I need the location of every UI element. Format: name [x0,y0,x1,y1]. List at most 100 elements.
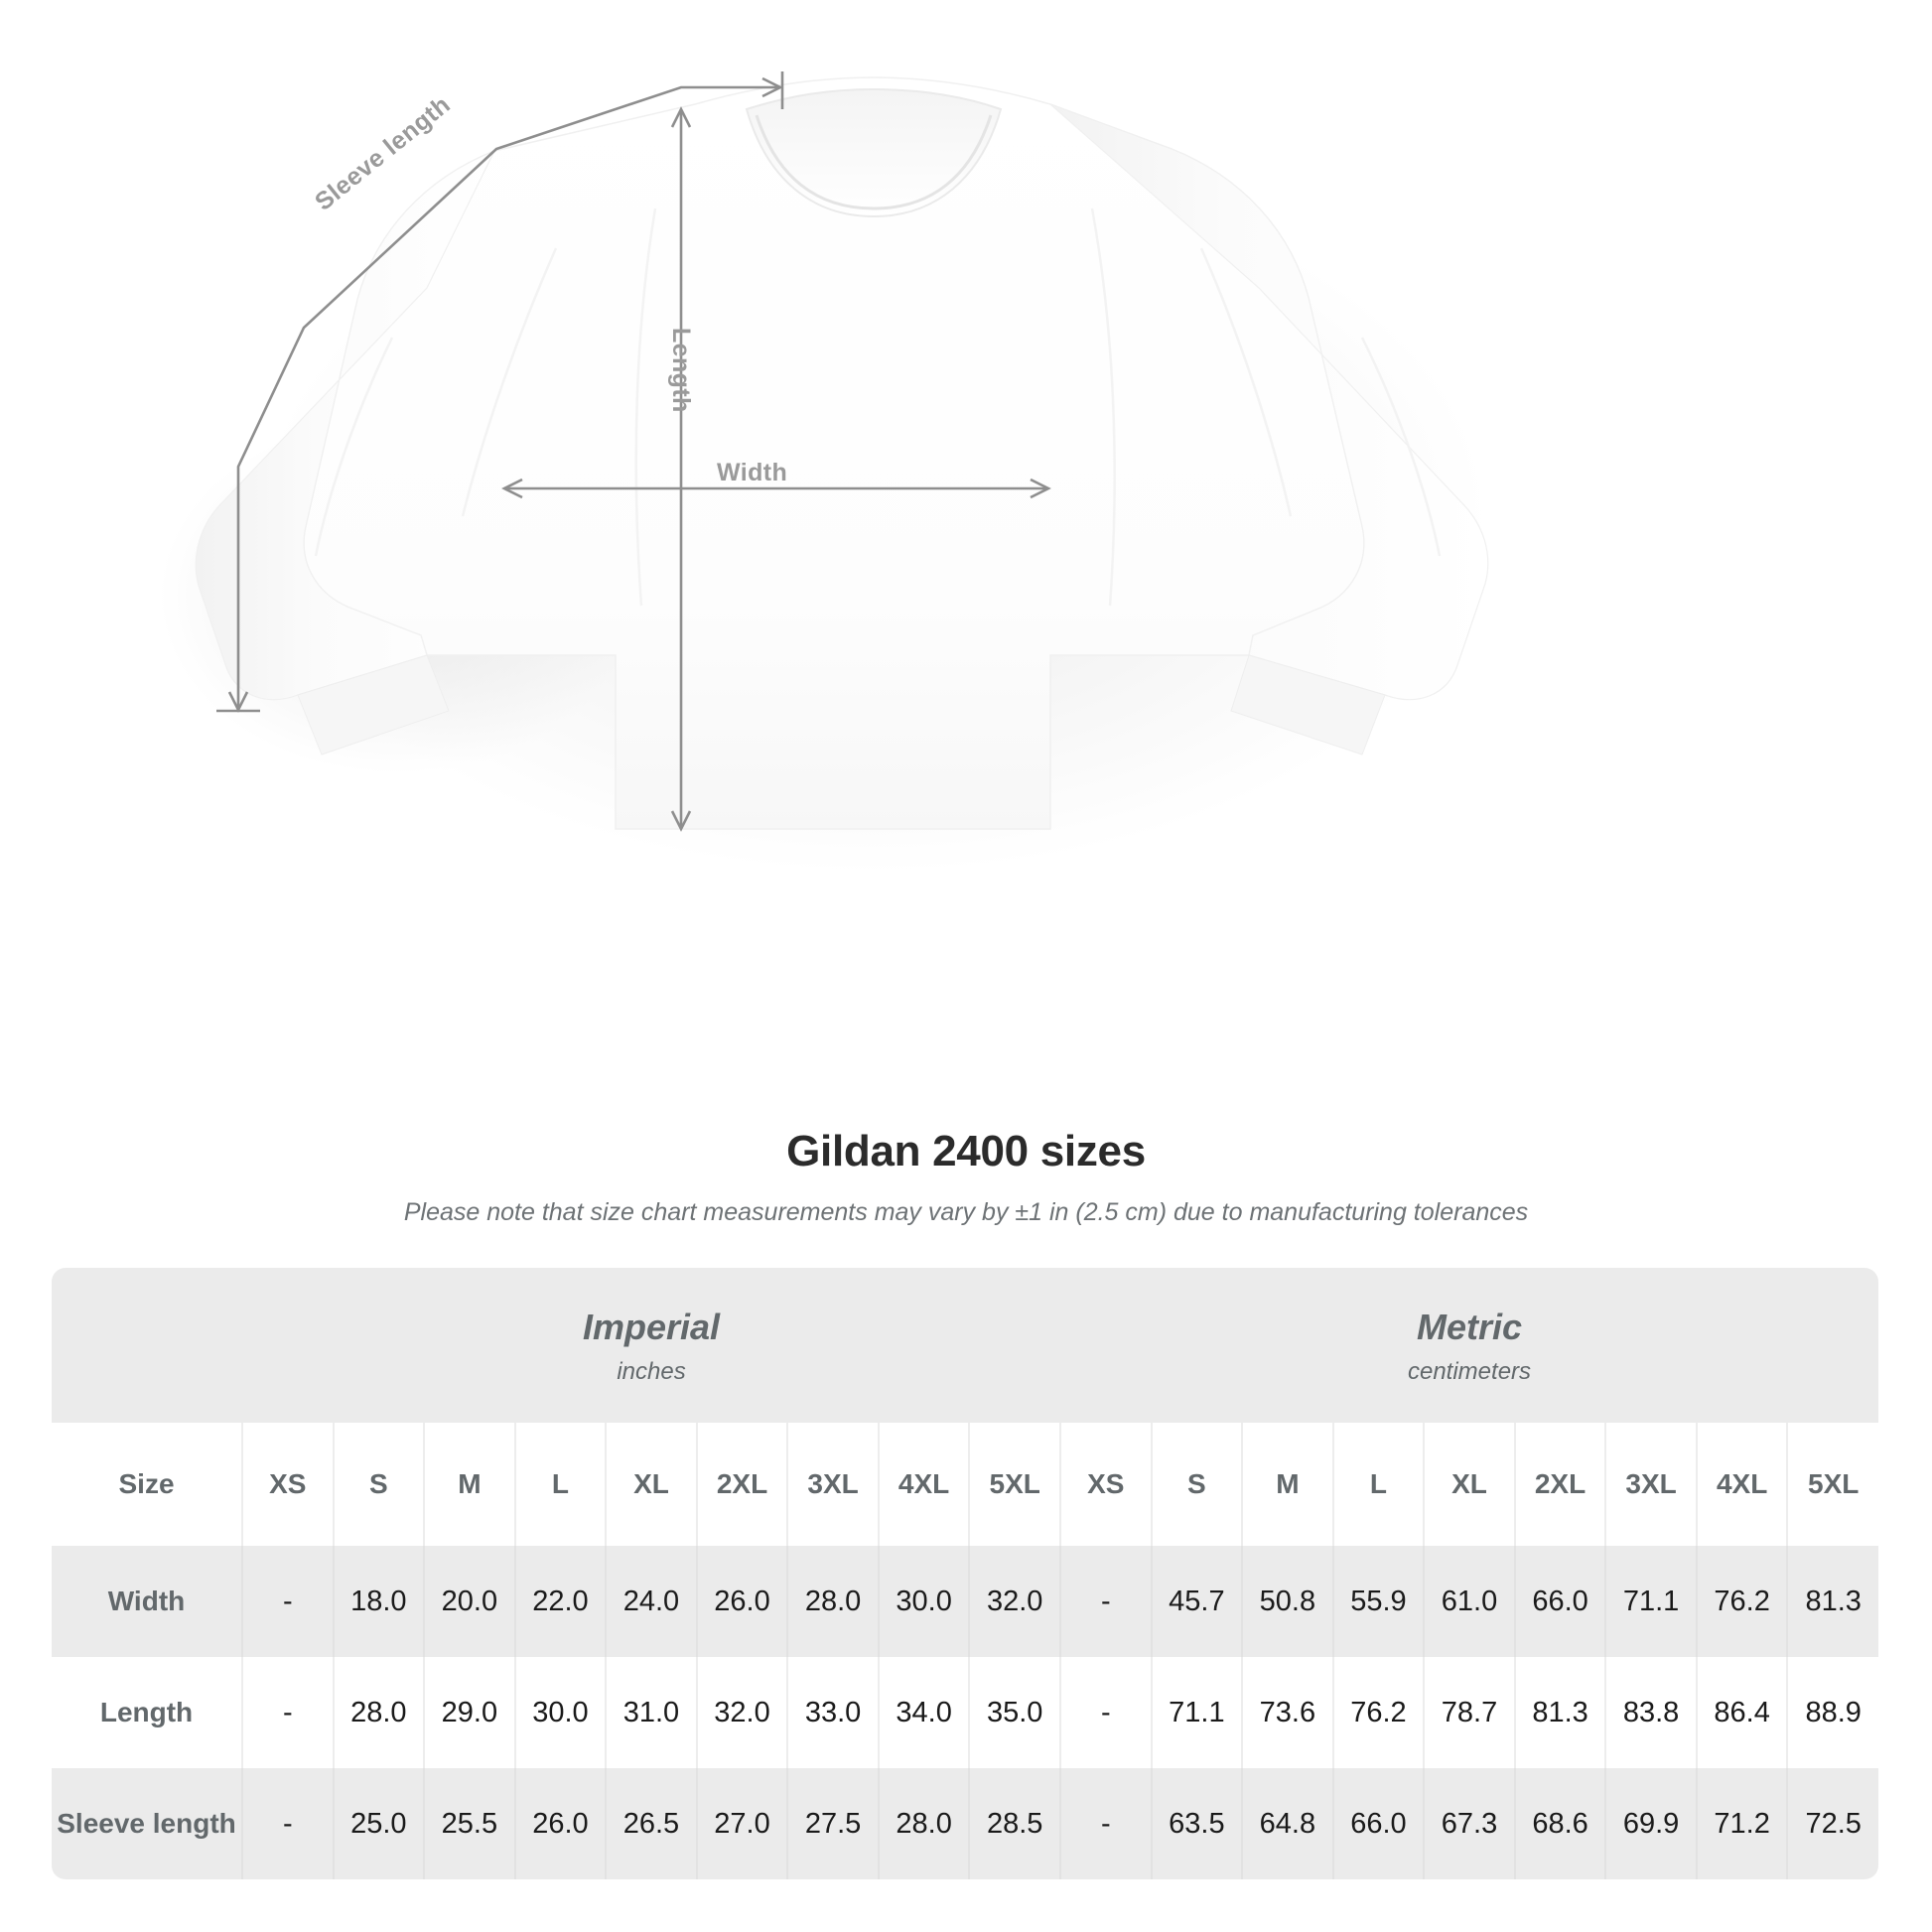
measurement-cell: 26.5 [605,1768,697,1879]
size-column-header: Size [52,1423,242,1546]
measurement-cell: 32.0 [968,1546,1061,1657]
measurement-cell: 32.0 [695,1657,788,1768]
measurement-row-label: Length [52,1657,242,1768]
measurement-cell: 31.0 [605,1657,697,1768]
measurement-cell: 71.1 [1150,1657,1243,1768]
measurement-cell: 55.9 [1331,1546,1425,1657]
shirt-illustration-svg [159,71,1489,874]
measurement-cell: 64.8 [1241,1768,1333,1879]
measurement-cell: 67.3 [1423,1768,1515,1879]
width-guide [501,478,1051,499]
width-dimension-label: Width [717,459,788,486]
chart-title-block: Gildan 2400 sizes Please note that size … [0,1127,1932,1227]
measurement-cell: 73.6 [1241,1657,1333,1768]
measurement-cell: 27.0 [695,1768,788,1879]
measurement-cell: 25.0 [332,1768,425,1879]
size-header-cell: 3XL [786,1423,879,1546]
size-header-cell: L [1331,1423,1425,1546]
measurement-cell: - [1059,1546,1152,1657]
measurement-cell: 28.0 [332,1657,425,1768]
measurement-cell: 66.0 [1513,1546,1606,1657]
size-header-cell: XL [605,1423,697,1546]
unit-row-spacer [52,1268,242,1423]
measurement-cell: 30.0 [513,1657,607,1768]
size-header-cell: 5XL [968,1423,1061,1546]
size-header-cell: XS [1059,1423,1152,1546]
measurement-cell: 27.5 [786,1768,879,1879]
size-header-cell: 2XL [1513,1423,1606,1546]
size-header-cell: 2XL [695,1423,788,1546]
measurement-cell: 69.9 [1604,1768,1697,1879]
size-header-cell: XL [1423,1423,1515,1546]
measurement-cell: 63.5 [1150,1768,1243,1879]
measurement-cell: 83.8 [1604,1657,1697,1768]
length-guide [670,106,692,832]
measurement-cell: 86.4 [1695,1657,1788,1768]
measurement-cell: - [241,1768,334,1879]
unit-group-name: Metric [1417,1307,1523,1348]
measurement-cell: 20.0 [423,1546,515,1657]
size-header-row: Size XS S M L XL 2XL 3XL 4XL 5XL XS S M L XL 2XL 3XL 4XL 5… [52,1423,1878,1546]
measurement-cell: 81.3 [1786,1546,1878,1657]
unit-group-imperial: Imperial inches [242,1268,1061,1423]
page-title: Gildan 2400 sizes [786,1127,1146,1175]
measurement-cell: 33.0 [786,1657,879,1768]
measurement-cell: 35.0 [968,1657,1061,1768]
unit-group-subtitle: centimeters [1407,1357,1532,1385]
measurement-cell: 78.7 [1423,1657,1515,1768]
measurement-cell: - [241,1546,334,1657]
sleeve-length-guide [216,71,784,713]
measurement-cell: 66.0 [1331,1768,1425,1879]
measurement-cell: 72.5 [1786,1768,1878,1879]
size-chart-table: Imperial inches Metric centimeters Size XS S M L… [52,1268,1878,1879]
measurement-cell: 30.0 [877,1546,970,1657]
measurement-cell: 29.0 [423,1657,515,1768]
measurement-cell: 68.6 [1513,1768,1606,1879]
measurement-cell: 71.1 [1604,1546,1697,1657]
measurement-cell: 34.0 [877,1657,970,1768]
measurement-guides [216,71,1051,832]
measurement-tolerance-note: Please note that size chart measurements… [403,1198,1529,1226]
measurement-cell: 18.0 [332,1546,425,1657]
measurement-cell: 61.0 [1423,1546,1515,1657]
measurement-cell: 88.9 [1786,1657,1878,1768]
measurement-cell: 50.8 [1241,1546,1333,1657]
product-diagram: Sleeve length Length Width [0,0,1932,894]
measurement-row-label: Sleeve length [52,1768,242,1879]
size-header-cell: 5XL [1786,1423,1878,1546]
length-dimension-label: Length [667,328,695,413]
measurement-cell: 71.2 [1695,1768,1788,1879]
measurement-cell: - [1059,1768,1152,1879]
unit-header-row: Imperial inches Metric centimeters [52,1268,1878,1423]
measurement-row-label: Width [52,1546,242,1657]
size-header-cell: 4XL [1695,1423,1788,1546]
size-header-cell: S [1150,1423,1243,1546]
measurement-cell: - [1059,1657,1152,1768]
measurement-cell: 24.0 [605,1546,697,1657]
table-row: Width -18.0 20.0 22.0 24.0 26.0 28.0 30.0 32.0-4… [52,1546,1878,1657]
size-header-cell: 3XL [1604,1423,1697,1546]
measurement-cell: - [241,1657,334,1768]
measurement-cell: 45.7 [1150,1546,1243,1657]
measurement-cell: 26.0 [513,1768,607,1879]
unit-group-metric: Metric centimeters [1060,1268,1878,1423]
table-row: Sleeve length -25.0 25.5 26.0 26.5 27.0 27.5 28… [52,1768,1878,1879]
size-chart-table-container: Imperial inches Metric centimeters Size XS S M L… [52,1268,1878,1879]
unit-group-name: Imperial [582,1307,721,1348]
measurement-cell: 28.0 [877,1768,970,1879]
measurement-cell: 28.5 [968,1768,1061,1879]
measurement-cell: 76.2 [1331,1657,1425,1768]
measurement-cell: 22.0 [513,1546,607,1657]
measurement-cell: 26.0 [695,1546,788,1657]
size-header-cell: S [332,1423,425,1546]
unit-group-subtitle: inches [617,1357,686,1385]
size-header-cell: M [423,1423,515,1546]
size-header-cell: 4XL [877,1423,970,1546]
measurement-cell: 28.0 [786,1546,879,1657]
size-header-cell: XS [241,1423,334,1546]
shirt-body [195,76,1489,830]
measurement-cell: 25.5 [423,1768,515,1879]
table-row: Length -28.0 29.0 30.0 31.0 32.0 33.0 34.0 35.0-… [52,1657,1878,1768]
size-header-cell: M [1241,1423,1333,1546]
size-header-cell: L [513,1423,607,1546]
